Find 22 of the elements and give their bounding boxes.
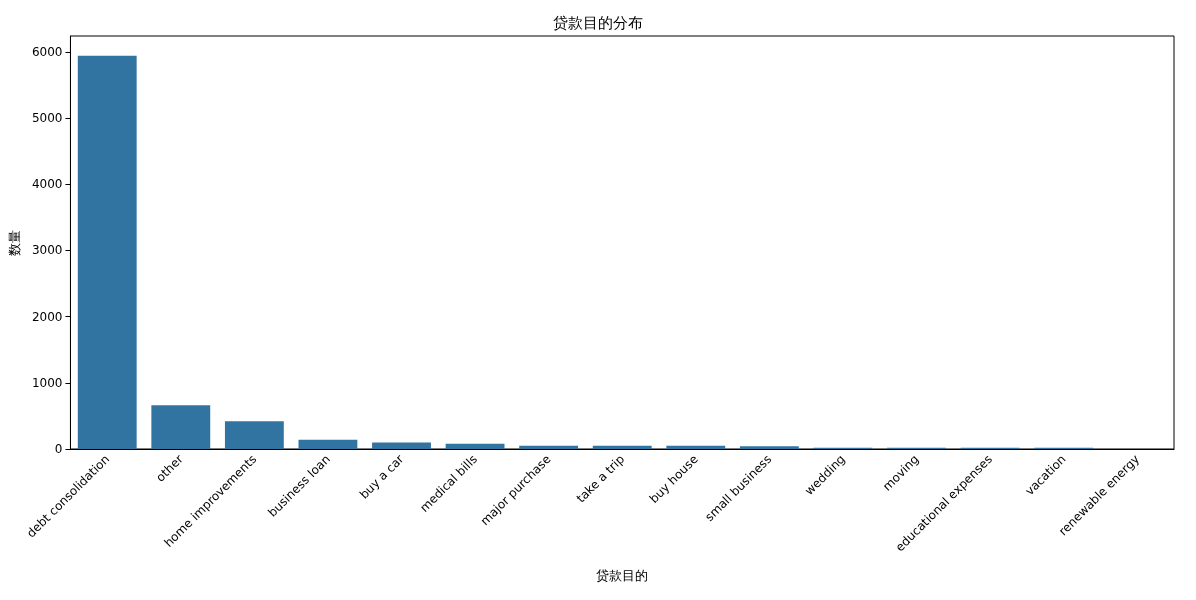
bar: [739, 446, 799, 449]
bar: [519, 445, 579, 449]
bar: [224, 421, 284, 449]
bar: [666, 445, 726, 449]
y-tick-label: 4000: [31, 177, 63, 192]
y-tick-label: 5000: [31, 111, 63, 126]
y-tick-label: 2000: [31, 309, 63, 324]
y-tick-label: 6000: [31, 44, 63, 59]
bar: [151, 405, 211, 449]
bar: [445, 443, 505, 449]
y-tick-label: 3000: [31, 243, 63, 258]
y-tick-label: 0: [54, 442, 63, 456]
bar: [372, 442, 431, 449]
chart-title: 贷款目的分布: [553, 13, 643, 32]
bar: [298, 439, 358, 449]
x-tick-label: buy a car: [356, 452, 407, 502]
bar: [77, 55, 137, 449]
bar: [592, 445, 652, 449]
y-tick-label: 1000: [31, 375, 63, 390]
x-tick-label: take a trip: [573, 452, 628, 506]
x-axis-title: 贷款目的: [596, 568, 649, 583]
y-axis-title: 数量: [7, 229, 22, 256]
